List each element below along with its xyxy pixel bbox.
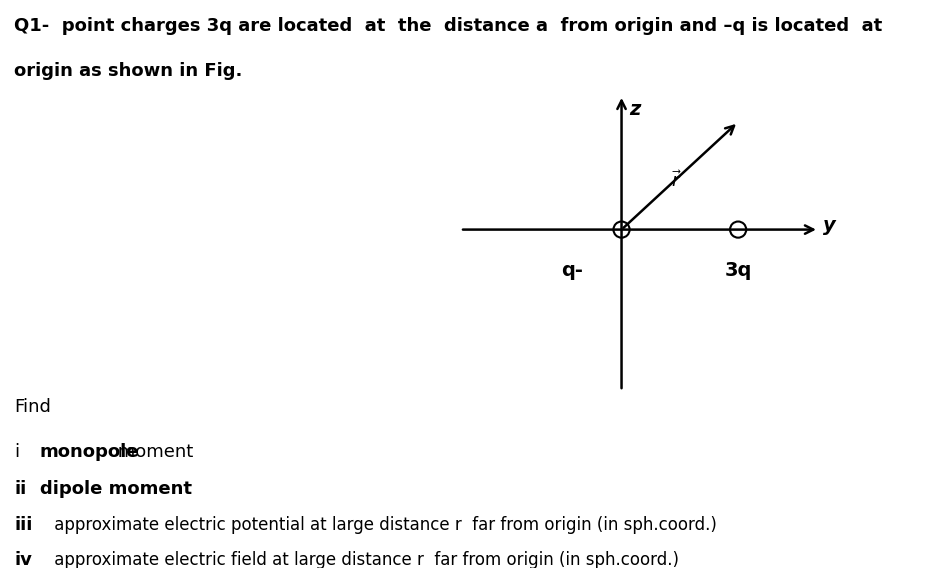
Text: Q1-  point charges 3q are located  at  the  distance a  from origin and –q is lo: Q1- point charges 3q are located at the … bbox=[14, 17, 883, 35]
Text: q-: q- bbox=[562, 261, 583, 280]
Text: y: y bbox=[823, 216, 836, 235]
Text: approximate electric potential at large distance r  far from origin (in sph.coor: approximate electric potential at large … bbox=[49, 516, 717, 534]
Text: $\vec{r}$: $\vec{r}$ bbox=[670, 170, 682, 191]
Text: Find: Find bbox=[14, 398, 51, 416]
Text: i: i bbox=[14, 443, 19, 461]
Text: origin as shown in Fig.: origin as shown in Fig. bbox=[14, 62, 242, 81]
Text: approximate electric field at large distance r  far from origin (in sph.coord.): approximate electric field at large dist… bbox=[49, 551, 679, 568]
Text: iv: iv bbox=[14, 551, 32, 568]
Text: 3q: 3q bbox=[724, 261, 752, 280]
Text: z: z bbox=[629, 99, 640, 119]
Text: moment: moment bbox=[112, 443, 193, 461]
Text: monopole: monopole bbox=[40, 443, 139, 461]
Text: ii: ii bbox=[14, 480, 27, 498]
Text: dipole moment: dipole moment bbox=[40, 480, 192, 498]
Text: iii: iii bbox=[14, 516, 32, 534]
